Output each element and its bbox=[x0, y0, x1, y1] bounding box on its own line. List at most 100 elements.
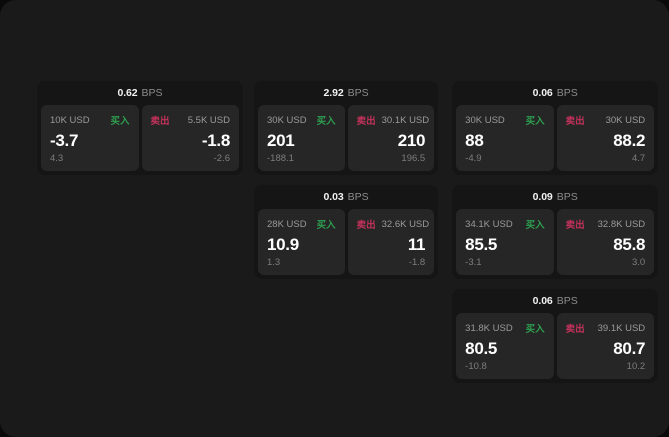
buy-delta: -3.1 bbox=[465, 256, 482, 268]
bps-card[interactable]: 2.92 BPS 30K USD 买入 201 -188.1 卖出 bbox=[254, 81, 439, 175]
buy-tag: 买入 bbox=[316, 220, 336, 231]
buy-delta: -4.9 bbox=[465, 152, 482, 164]
card-header: 0.03 BPS bbox=[254, 185, 439, 209]
sell-price: 88.2 bbox=[613, 131, 646, 151]
buy-tile-top-row: 30K USD 买入 bbox=[465, 113, 545, 128]
sell-quantity: 32.6K USD bbox=[381, 218, 430, 230]
sell-delta: 3.0 bbox=[631, 256, 646, 268]
buy-tile[interactable]: 34.1K USD 买入 85.5 -3.1 bbox=[456, 209, 554, 275]
buy-quantity: 28K USD bbox=[267, 218, 307, 230]
buy-quantity: 31.8K USD bbox=[465, 322, 513, 334]
buy-tag: 买入 bbox=[110, 116, 130, 127]
sell-tile[interactable]: 卖出 30.1K USD 210 196.5 bbox=[347, 105, 435, 171]
buy-price: 88 bbox=[465, 131, 484, 151]
bps-value: 0.62 bbox=[117, 87, 138, 99]
card-header: 0.09 BPS bbox=[452, 185, 659, 209]
bps-unit-label: BPS bbox=[556, 295, 578, 307]
buy-tile-top-row: 10K USD 买入 bbox=[50, 113, 130, 128]
sell-tag: 卖出 bbox=[356, 116, 376, 127]
bps-card[interactable]: 0.03 BPS 28K USD 买入 10.9 1.3 卖出 bbox=[254, 185, 439, 279]
bps-card[interactable]: 0.06 BPS 31.8K USD 买入 80.5 -10.8 卖 bbox=[452, 289, 659, 383]
sell-tile[interactable]: 卖出 32.6K USD 11 -1.8 bbox=[347, 209, 435, 275]
buy-delta: -10.8 bbox=[465, 360, 487, 372]
buy-tag: 买入 bbox=[525, 220, 545, 231]
buy-tile[interactable]: 30K USD 买入 201 -188.1 bbox=[258, 105, 345, 171]
buy-tile[interactable]: 30K USD 买入 88 -4.9 bbox=[456, 105, 554, 171]
sell-tag: 卖出 bbox=[150, 116, 170, 127]
sell-quantity: 5.5K USD bbox=[187, 114, 230, 126]
buy-tag: 买入 bbox=[525, 116, 545, 127]
bps-value: 0.03 bbox=[323, 191, 344, 203]
buy-tile[interactable]: 28K USD 买入 10.9 1.3 bbox=[258, 209, 345, 275]
sell-quantity: 39.1K USD bbox=[597, 322, 646, 334]
buy-tag: 买入 bbox=[525, 324, 545, 335]
sell-delta: 4.7 bbox=[631, 152, 646, 164]
sell-tile-top-row: 卖出 32.8K USD bbox=[565, 217, 646, 232]
bps-card[interactable]: 0.09 BPS 34.1K USD 买入 85.5 -3.1 卖出 bbox=[452, 185, 659, 279]
card-body: 28K USD 买入 10.9 1.3 卖出 32.6K USD 11 -1.8 bbox=[254, 209, 438, 279]
bps-value: 0.06 bbox=[532, 87, 553, 99]
buy-tile-top-row: 28K USD 买入 bbox=[267, 217, 336, 232]
sell-tile[interactable]: 卖出 30K USD 88.2 4.7 bbox=[556, 105, 655, 171]
sell-quantity: 32.8K USD bbox=[597, 218, 646, 230]
buy-price: 85.5 bbox=[465, 235, 498, 255]
sell-price: 80.7 bbox=[613, 339, 646, 359]
buy-quantity: 30K USD bbox=[465, 114, 505, 126]
sell-tile[interactable]: 卖出 5.5K USD -1.8 -2.6 bbox=[141, 105, 239, 171]
buy-tag: 买入 bbox=[316, 116, 336, 127]
sell-tile-top-row: 卖出 30.1K USD bbox=[356, 113, 430, 128]
buy-delta: 1.3 bbox=[267, 256, 281, 268]
sell-tag: 卖出 bbox=[565, 116, 585, 127]
card-header: 2.92 BPS bbox=[254, 81, 439, 105]
buy-tile-top-row: 30K USD 买入 bbox=[267, 113, 336, 128]
buy-price: 80.5 bbox=[465, 339, 498, 359]
buy-price: 10.9 bbox=[267, 235, 299, 255]
bps-card[interactable]: 0.62 BPS 10K USD 买入 -3.7 4.3 卖出 bbox=[37, 81, 243, 175]
buy-price: 201 bbox=[267, 131, 295, 151]
card-column-3: 0.06 BPS 30K USD 买入 88 -4.9 卖出 bbox=[452, 81, 659, 383]
card-column-1: 0.62 BPS 10K USD 买入 -3.7 4.3 卖出 bbox=[37, 81, 243, 383]
bps-unit-label: BPS bbox=[347, 87, 369, 99]
sell-tile-top-row: 卖出 39.1K USD bbox=[565, 321, 646, 336]
card-body: 30K USD 买入 88 -4.9 卖出 30K USD 88.2 4.7 bbox=[452, 105, 658, 175]
sell-price: 11 bbox=[407, 235, 426, 255]
card-body: 30K USD 买入 201 -188.1 卖出 30.1K USD 210 1… bbox=[254, 105, 438, 175]
card-header: 0.06 BPS bbox=[452, 289, 659, 313]
sell-delta: 10.2 bbox=[626, 360, 646, 372]
sell-tag: 卖出 bbox=[356, 220, 376, 231]
buy-tile[interactable]: 31.8K USD 买入 80.5 -10.8 bbox=[456, 313, 554, 379]
bps-card[interactable]: 0.06 BPS 30K USD 买入 88 -4.9 卖出 bbox=[452, 81, 659, 175]
bps-card-grid: 0.62 BPS 10K USD 买入 -3.7 4.3 卖出 bbox=[37, 81, 659, 383]
buy-tile-top-row: 34.1K USD 买入 bbox=[465, 217, 545, 232]
bps-unit-label: BPS bbox=[556, 191, 578, 203]
sell-delta: -2.6 bbox=[213, 152, 230, 164]
card-header: 0.62 BPS bbox=[37, 81, 243, 105]
sell-price: -1.8 bbox=[201, 131, 230, 151]
buy-quantity: 30K USD bbox=[267, 114, 307, 126]
sell-tile[interactable]: 卖出 32.8K USD 85.8 3.0 bbox=[556, 209, 655, 275]
card-header: 0.06 BPS bbox=[452, 81, 659, 105]
buy-tile[interactable]: 10K USD 买入 -3.7 4.3 bbox=[41, 105, 139, 171]
sell-delta: 196.5 bbox=[401, 152, 426, 164]
buy-delta: -188.1 bbox=[267, 152, 294, 164]
buy-price: -3.7 bbox=[50, 131, 79, 151]
bps-unit-label: BPS bbox=[141, 87, 163, 99]
sell-quantity: 30K USD bbox=[605, 114, 646, 126]
sell-quantity: 30.1K USD bbox=[381, 114, 430, 126]
sell-tag: 卖出 bbox=[565, 220, 585, 231]
sell-delta: -1.8 bbox=[408, 256, 426, 268]
bps-unit-label: BPS bbox=[556, 87, 578, 99]
bps-value: 2.92 bbox=[323, 87, 344, 99]
sell-price: 85.8 bbox=[613, 235, 646, 255]
buy-delta: 4.3 bbox=[50, 152, 64, 164]
sell-tile[interactable]: 卖出 39.1K USD 80.7 10.2 bbox=[556, 313, 655, 379]
buy-quantity: 34.1K USD bbox=[465, 218, 513, 230]
card-body: 31.8K USD 买入 80.5 -10.8 卖出 39.1K USD 80.… bbox=[452, 313, 658, 383]
card-column-2: 2.92 BPS 30K USD 买入 201 -188.1 卖出 bbox=[254, 81, 439, 383]
card-body: 34.1K USD 买入 85.5 -3.1 卖出 32.8K USD 85.8… bbox=[452, 209, 658, 279]
sell-tile-top-row: 卖出 32.6K USD bbox=[356, 217, 430, 232]
sell-tag: 卖出 bbox=[565, 324, 585, 335]
bps-value: 0.06 bbox=[532, 295, 553, 307]
bps-unit-label: BPS bbox=[347, 191, 369, 203]
